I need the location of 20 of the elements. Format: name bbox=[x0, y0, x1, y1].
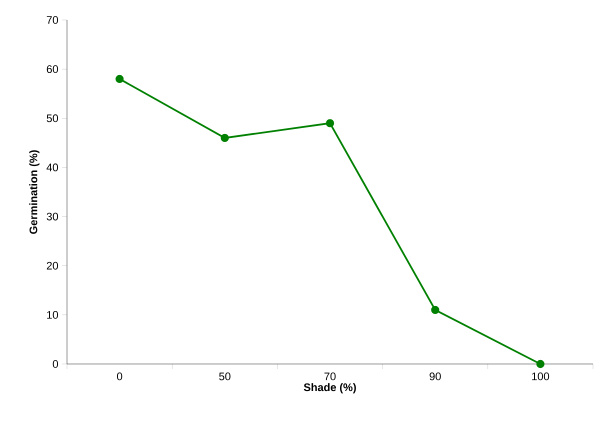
x-tick-label: 50 bbox=[219, 372, 230, 380]
y-tick-label: 60 bbox=[46, 65, 58, 74]
y-axis-title: Germination (%) bbox=[29, 150, 40, 234]
x-tick-label: 100 bbox=[532, 372, 550, 380]
y-tick-label: 50 bbox=[46, 114, 58, 122]
y-tick-label: 0 bbox=[52, 360, 58, 368]
x-axis-title: Shade (%) bbox=[304, 383, 356, 394]
x-tick-label: 90 bbox=[430, 372, 441, 380]
point bbox=[431, 306, 440, 314]
x-tick-label: 0 bbox=[116, 372, 122, 380]
y-tick-label: 70 bbox=[46, 16, 58, 24]
y-tick-label: 40 bbox=[46, 164, 58, 172]
y-tick-label: 30 bbox=[46, 212, 58, 220]
point bbox=[220, 134, 229, 142]
point bbox=[536, 360, 544, 368]
x-tick-label: 70 bbox=[324, 372, 336, 380]
y-tick-label: 10 bbox=[47, 310, 58, 319]
y-tick-label: 20 bbox=[46, 262, 58, 270]
point bbox=[116, 74, 124, 84]
point bbox=[326, 119, 334, 128]
